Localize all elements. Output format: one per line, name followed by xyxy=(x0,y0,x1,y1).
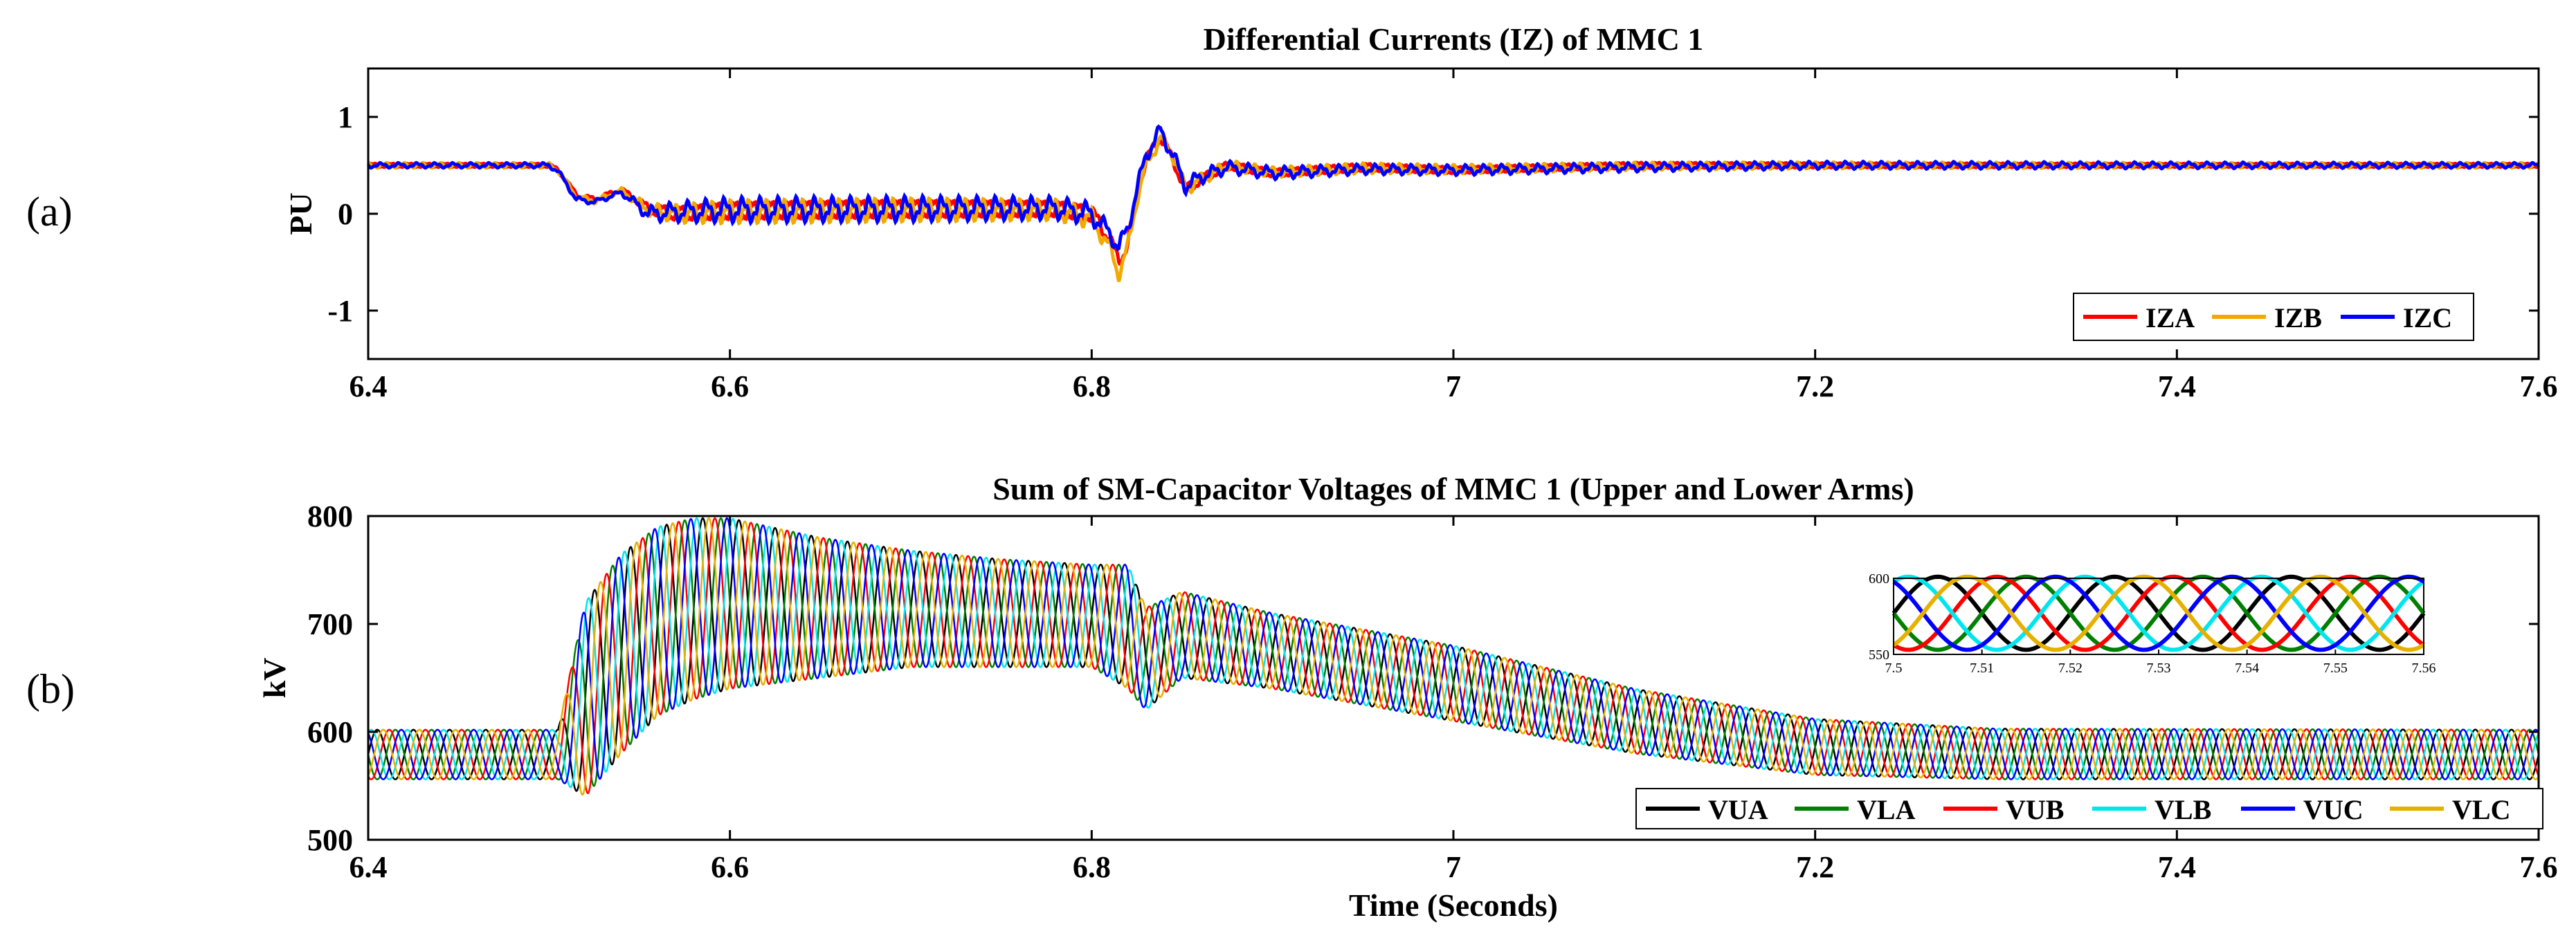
b-xtick-label: 7.6 xyxy=(2520,850,2558,884)
panel-label-b: (b) xyxy=(26,666,75,712)
a-xtick-label: 6.4 xyxy=(350,369,388,403)
inset-xtick-label: 7.56 xyxy=(2412,661,2436,676)
inset-xtick-label: 7.51 xyxy=(1970,661,1994,676)
b-legend-label-vlc: VLC xyxy=(2452,794,2510,825)
x-axis-label-b: Time (Seconds) xyxy=(1349,888,1558,923)
b-ytick-label: 700 xyxy=(307,607,353,641)
a-xtick-label: 7.2 xyxy=(1796,369,1834,403)
b-ytick-label: 500 xyxy=(307,823,353,857)
b-xtick-label: 6.6 xyxy=(711,850,749,884)
a-legend-label-iza: IZA xyxy=(2146,302,2195,333)
b-xtick-label: 6.8 xyxy=(1073,850,1111,884)
a-xtick-label: 7 xyxy=(1446,369,1461,403)
inset-xtick-label: 7.53 xyxy=(2147,661,2171,676)
inset-xtick-label: 7.54 xyxy=(2235,661,2259,676)
chart-title-a: Differential Currents (IZ) of MMC 1 xyxy=(1204,21,1704,57)
b-xtick-label: 7 xyxy=(1446,850,1461,884)
legend-b: VUA VLA VUB VLB VUC VLC xyxy=(1635,788,2543,829)
a-ytick-label: -1 xyxy=(327,294,353,328)
b-legend-label-vuc: VUC xyxy=(2303,794,2364,825)
a-xtick-label: 7.4 xyxy=(2158,369,2196,403)
inset-series-line-vlc xyxy=(1892,574,2425,652)
series-line-vla xyxy=(367,517,2540,787)
series-line-vuc xyxy=(367,517,2540,784)
inset-ytick-label: 600 xyxy=(1869,571,1889,587)
a-xtick-label: 6.8 xyxy=(1073,369,1111,403)
inset-xtick-label: 7.55 xyxy=(2323,661,2348,676)
a-ytick-label: 0 xyxy=(338,197,353,231)
a-ytick-label: 1 xyxy=(338,100,353,134)
inset-series-line-vla xyxy=(1892,574,2426,652)
a-legend-label-izc: IZC xyxy=(2403,302,2452,333)
inset-zoom: 7.5 7.51 7.52 7.53 7.54 7.55 7.56 550 600 xyxy=(1869,564,2453,689)
plot-frame-a xyxy=(367,67,2540,360)
b-legend-label-vla: VLA xyxy=(1857,794,1916,825)
b-xtick-label: 6.4 xyxy=(350,850,388,884)
b-legend-label-vlb: VLB xyxy=(2155,794,2211,825)
b-legend-label-vub: VUB xyxy=(2006,794,2064,825)
a-legend-label-izb: IZB xyxy=(2274,302,2322,333)
b-xtick-label: 7.4 xyxy=(2158,850,2196,884)
inset-series-line-vuc xyxy=(1892,574,2425,652)
series-line-izb xyxy=(368,134,2540,282)
b-legend-label-vua: VUA xyxy=(1708,794,1768,825)
a-xtick-label: 7.6 xyxy=(2520,369,2558,403)
a-xtick-label: 6.6 xyxy=(711,369,749,403)
b-ytick-label: 600 xyxy=(307,715,353,749)
series-line-vlc xyxy=(367,517,2540,796)
inset-xtick-label: 7.5 xyxy=(1885,661,1903,676)
plot-frame-b xyxy=(367,515,2540,841)
legend-a: IZA IZB IZC xyxy=(2073,293,2474,341)
y-axis-label-a: PU xyxy=(283,192,318,234)
inset-xtick-label: 7.52 xyxy=(2058,661,2083,676)
b-xtick-label: 7.2 xyxy=(1796,850,1834,884)
series-line-izc xyxy=(367,124,2540,252)
panel-label-a: (a) xyxy=(26,189,73,234)
inset-ytick-label: 550 xyxy=(1869,647,1889,663)
y-axis-label-b: kV xyxy=(257,658,292,699)
a-legend-box xyxy=(2073,293,2474,341)
chart-title-b: Sum of SM-Capacitor Voltages of MMC 1 (U… xyxy=(992,471,1914,506)
b-ytick-label: 800 xyxy=(307,499,353,533)
